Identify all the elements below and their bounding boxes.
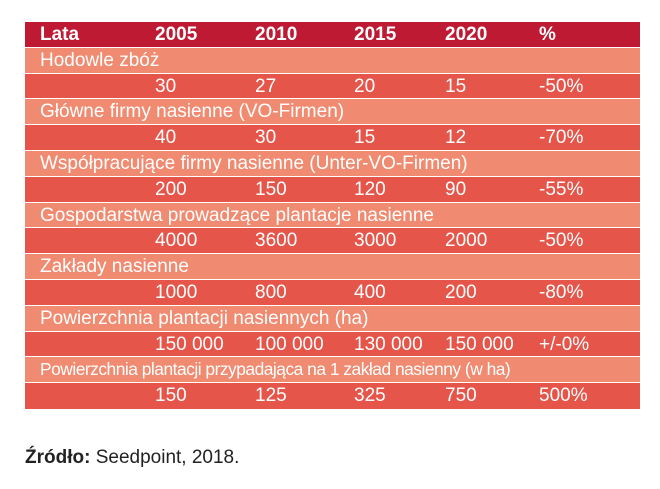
header-2020: 2020 bbox=[445, 24, 488, 45]
value-2010: 3600 bbox=[255, 230, 298, 252]
value-percent: -50% bbox=[539, 230, 584, 252]
row-label: Powierzchnia plantacji nasiennych (ha) bbox=[25, 305, 640, 332]
source-note: Źródło: Seedpoint, 2018. bbox=[25, 447, 239, 469]
value-2020: 15 bbox=[445, 75, 467, 97]
value-2020: 90 bbox=[445, 178, 467, 200]
table-row: 30 27 20 15 -50% bbox=[25, 73, 640, 100]
value-2020: 150 000 bbox=[445, 333, 514, 355]
row-label: Zakłady nasienne bbox=[25, 254, 640, 280]
table-header-row: Lata 2005 2010 2015 2020 % bbox=[25, 22, 640, 48]
value-2010: 27 bbox=[255, 75, 277, 97]
row-label: Hodowle zbóż bbox=[25, 47, 640, 74]
row-label: Powierzchnia plantacji przypadająca na 1… bbox=[25, 357, 640, 384]
value-2020: 200 bbox=[445, 281, 477, 303]
value-2005: 40 bbox=[155, 127, 177, 149]
value-2010: 125 bbox=[255, 385, 287, 407]
header-lata: Lata bbox=[40, 24, 80, 45]
row-label: Gospodarstwa prowadzące plantacje nasien… bbox=[25, 202, 640, 229]
value-percent: +/-0% bbox=[539, 333, 590, 355]
source-label: Źródło: bbox=[25, 447, 91, 468]
seed-sector-table: Lata 2005 2010 2015 2020 % Hodowle zbóż … bbox=[25, 22, 640, 409]
header-percent: % bbox=[539, 24, 556, 45]
value-2005: 150 bbox=[155, 385, 187, 407]
value-2020: 12 bbox=[445, 127, 467, 149]
value-percent: -55% bbox=[539, 178, 584, 200]
value-2005: 4000 bbox=[155, 230, 198, 252]
value-2005: 30 bbox=[155, 75, 177, 97]
value-percent: -50% bbox=[539, 75, 584, 97]
table-row: 200 150 120 90 -55% bbox=[25, 176, 640, 203]
value-percent: -70% bbox=[539, 127, 584, 149]
value-2015: 15 bbox=[354, 127, 376, 149]
value-percent: 500% bbox=[539, 385, 588, 407]
table-row: 4000 3600 3000 2000 -50% bbox=[25, 228, 640, 255]
value-2020: 750 bbox=[445, 385, 477, 407]
value-2015: 130 000 bbox=[354, 333, 423, 355]
value-2015: 120 bbox=[354, 178, 386, 200]
value-2010: 150 bbox=[255, 178, 287, 200]
header-2015: 2015 bbox=[354, 24, 397, 45]
header-2010: 2010 bbox=[255, 24, 298, 45]
value-2020: 2000 bbox=[445, 230, 488, 252]
table-row: 150 125 325 750 500% bbox=[25, 383, 640, 409]
value-percent: -80% bbox=[539, 281, 584, 303]
value-2015: 400 bbox=[354, 281, 386, 303]
value-2015: 3000 bbox=[354, 230, 397, 252]
value-2005: 150 000 bbox=[155, 333, 224, 355]
source-text: Seedpoint, 2018. bbox=[90, 447, 240, 468]
row-label: Główne firmy nasienne (VO-Firmen) bbox=[25, 99, 640, 126]
value-2010: 30 bbox=[255, 127, 277, 149]
value-2015: 20 bbox=[354, 75, 376, 97]
value-2010: 100 000 bbox=[255, 333, 324, 355]
row-label: Współpracujące firmy nasienne (Unter-VO-… bbox=[25, 150, 640, 177]
value-2005: 200 bbox=[155, 178, 187, 200]
value-2005: 1000 bbox=[155, 281, 198, 303]
value-2010: 800 bbox=[255, 281, 287, 303]
table-row: 150 000 100 000 130 000 150 000 +/-0% bbox=[25, 331, 640, 358]
header-2005: 2005 bbox=[155, 24, 198, 45]
table-row: 1000 800 400 200 -80% bbox=[25, 279, 640, 306]
value-2015: 325 bbox=[354, 385, 386, 407]
table-row: 40 30 15 12 -70% bbox=[25, 125, 640, 151]
